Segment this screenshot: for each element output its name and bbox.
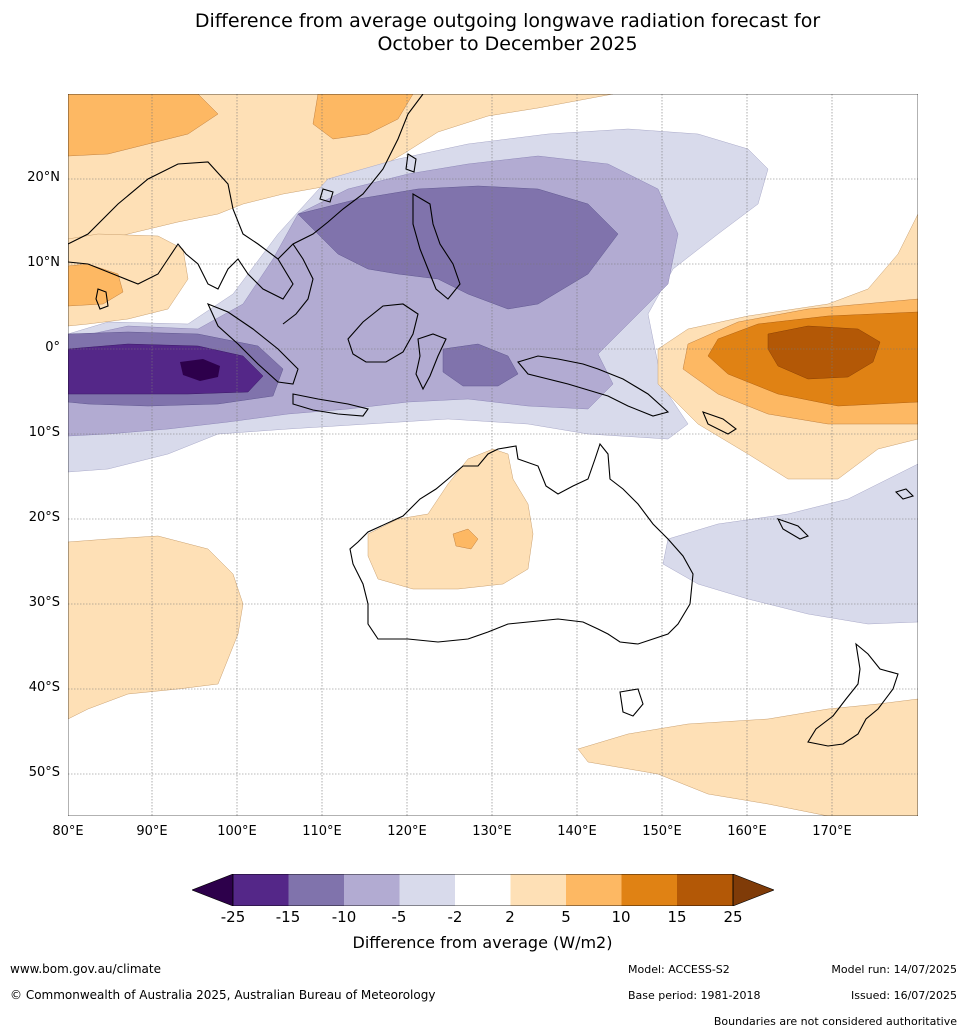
tasmania-coastline xyxy=(619,688,644,717)
colorbar-bin-6 xyxy=(510,874,566,906)
colorbar-bin-9 xyxy=(677,874,733,906)
anomaly-region-maritime-strong-negative xyxy=(297,185,619,310)
lon-label-110e: 110°E xyxy=(302,824,342,839)
colorbar-bin-8 xyxy=(621,874,677,906)
lon-label-100e: 100°E xyxy=(217,824,257,839)
new-zealand-coastline xyxy=(807,642,899,747)
colorbar-bin-4 xyxy=(399,874,455,906)
title-line-2: October to December 2025 xyxy=(377,33,638,55)
lat-label-10s: 10°S xyxy=(28,425,60,440)
graticule xyxy=(68,94,918,816)
lat-label-20s: 20°S xyxy=(28,510,60,525)
title-line-1: Difference from average outgoing longwav… xyxy=(194,10,821,32)
colorbar-tick: -10 xyxy=(331,908,357,926)
lat-label-40s: 40°S xyxy=(28,680,60,695)
colorbar xyxy=(192,874,774,906)
colorbar-tick: -2 xyxy=(447,908,463,926)
lon-label-80e: 80°E xyxy=(52,824,84,839)
lon-label-150e: 150°E xyxy=(642,824,682,839)
colorbar-tick: 10 xyxy=(611,908,631,926)
solomon-islands-coastline xyxy=(702,411,737,435)
lat-label-30s: 30°S xyxy=(28,595,60,610)
colorbar-bin-2 xyxy=(288,874,344,906)
colorbar-tick: 15 xyxy=(667,908,687,926)
new-guinea-coastline xyxy=(517,355,670,417)
colorbar-tick: 25 xyxy=(723,908,743,926)
colorbar-bin-3 xyxy=(344,874,400,906)
lat-label-20n: 20°N xyxy=(27,170,60,185)
model-text: Model: ACCESS-S2 xyxy=(628,963,730,976)
issued-text: Issued: 16/07/2025 xyxy=(850,989,957,1002)
anomaly-region-china-moderate xyxy=(312,94,414,140)
hainan-coastline xyxy=(319,188,334,203)
colorbar-tick: -15 xyxy=(275,908,301,926)
sumatra-coastline xyxy=(206,302,299,385)
taiwan-coastline xyxy=(405,153,417,173)
anomaly-region-io-very-strong-negative xyxy=(68,343,264,395)
copyright-text: © Commonwealth of Australia 2025, Austra… xyxy=(10,988,436,1002)
colorbar-tick: -25 xyxy=(220,908,246,926)
anomaly-region-banda-strong-negative xyxy=(442,343,519,387)
anomaly-region-sw-pacific-negative xyxy=(662,463,918,625)
lat-label-10n: 10°N xyxy=(27,255,60,270)
lat-label-50s: 50°S xyxy=(28,765,60,780)
base-period-text: Base period: 1981-2018 xyxy=(628,989,761,1002)
colorbar-extend-high xyxy=(732,874,774,906)
coastlines xyxy=(68,94,915,747)
colorbar-bin-7 xyxy=(566,874,622,906)
lon-label-160e: 160°E xyxy=(727,824,767,839)
vietnam-coastline xyxy=(282,243,314,325)
map-title: Difference from average outgoing longwav… xyxy=(0,10,965,56)
asia-coastline xyxy=(68,161,294,300)
lon-label-170e: 170°E xyxy=(812,824,852,839)
lon-label-130e: 130°E xyxy=(472,824,512,839)
lon-label-120e: 120°E xyxy=(387,824,427,839)
anomaly-region-australia-moderate xyxy=(452,528,479,550)
anomaly-region-sio-positive xyxy=(68,535,244,720)
sri-lanka-coastline xyxy=(95,288,109,310)
java-coastline xyxy=(292,393,369,417)
colorbar-bin-1 xyxy=(233,874,289,906)
china-coastline xyxy=(277,94,424,260)
olr-anomaly-map xyxy=(68,94,918,816)
colorbar-extend-low xyxy=(192,874,234,906)
lon-label-140e: 140°E xyxy=(557,824,597,839)
colorbar-tick: -5 xyxy=(391,908,407,926)
model-run-text: Model run: 14/07/2025 xyxy=(831,963,957,976)
colorbar-tick: 2 xyxy=(505,908,515,926)
philippines-coastline xyxy=(412,193,461,300)
sulawesi-coastline xyxy=(415,333,447,391)
boundaries-disclaimer: Boundaries are not considered authoritat… xyxy=(713,1015,957,1028)
lon-label-90e: 90°E xyxy=(136,824,168,839)
colorbar-label: Difference from average (W/m2) xyxy=(352,933,613,952)
australia-coastline xyxy=(349,442,694,645)
colorbar-bin-5 xyxy=(455,874,511,906)
borneo-coastline xyxy=(347,303,419,363)
new-caledonia-coastline xyxy=(776,518,809,540)
colorbar-tick: 5 xyxy=(561,908,571,926)
anomaly-region-io-extreme-negative xyxy=(180,359,220,381)
lat-label-0: 0° xyxy=(45,340,60,355)
fiji-coastline xyxy=(894,488,915,500)
website-link[interactable]: www.bom.gov.au/climate xyxy=(10,962,161,976)
anomaly-region-asia-moderate xyxy=(68,94,219,157)
anomaly-region-southern-ocean-positive xyxy=(577,698,918,816)
anomaly-region-pacific-very-strong xyxy=(767,325,881,380)
